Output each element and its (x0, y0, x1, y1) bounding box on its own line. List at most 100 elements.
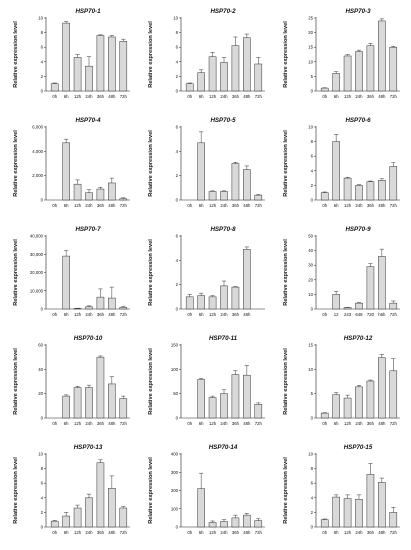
x-tick-label: 36h (232, 203, 240, 208)
y-axis-label: Relative expression level (13, 21, 19, 88)
bar (332, 496, 340, 528)
bar (231, 517, 240, 528)
x-tick-label: 24h (220, 94, 228, 99)
y-tick-label: 4 (311, 495, 314, 500)
x-tick-label: 0h (52, 203, 57, 208)
bar (108, 383, 116, 419)
x-tick-label: 0h (187, 312, 192, 317)
x-tick-label: 12h (344, 94, 352, 99)
y-tick-label: 6 (41, 45, 44, 50)
y-tick-label: 300 (171, 470, 179, 475)
panel-title: HSP70-4 (75, 117, 101, 124)
x-tick-label: 0h (322, 421, 327, 426)
x-tick-label: 12h (209, 312, 217, 317)
y-tick-label: 0 (41, 198, 44, 203)
y-tick-label: 2 (41, 510, 44, 515)
x-tick-label: 72h (390, 203, 398, 208)
bar (73, 308, 82, 310)
y-tick-label: 0 (41, 89, 44, 94)
x-tick-label: 72h (390, 421, 398, 426)
x-tick-label: 0h (322, 203, 327, 208)
bar (231, 286, 240, 310)
x-tick-label: 48h (108, 421, 116, 426)
x-tick-label: 24h (355, 421, 363, 426)
x-tick-label: 12 (334, 312, 339, 317)
y-tick-label: 5 (311, 74, 314, 79)
x-tick-label: 0h (52, 421, 57, 426)
bar (73, 183, 82, 201)
x-tick-label: h6h (378, 312, 386, 317)
y-tick-label: 50 (308, 234, 313, 239)
x-tick-label: 12h (74, 94, 82, 99)
x-tick-label: 36h (97, 421, 105, 426)
x-tick-label: 72h (120, 530, 128, 535)
bar (332, 141, 340, 201)
bar (62, 395, 70, 419)
x-tick-label: 6h (334, 421, 339, 426)
bar (119, 198, 128, 201)
x-tick-label: 0h (187, 421, 192, 426)
bar (243, 374, 251, 419)
bar (197, 142, 205, 201)
y-tick-label: 6 (311, 154, 314, 159)
bar (366, 45, 375, 92)
bar (231, 374, 240, 419)
bar (389, 46, 398, 92)
x-tick-label: 0h (52, 94, 57, 99)
y-tick-label: 20 (308, 277, 313, 282)
y-tick-label: 2 (311, 510, 314, 515)
panel-hsp70-7: HSP70-7 Relative expression level 0 10,000 2… (13, 226, 130, 317)
x-tick-label: 24h (85, 421, 93, 426)
y-tick-label: 0 (311, 416, 314, 421)
panel-title: HSP70-5 (210, 117, 236, 124)
x-tick-label: 12h (209, 421, 217, 426)
bar (85, 65, 93, 92)
bar (378, 20, 386, 92)
bar (332, 394, 340, 419)
bar (50, 83, 59, 92)
panel-hsp70-10: HSP70-10 Relative expression level 0 20 40 60… (13, 335, 130, 426)
bar (320, 519, 329, 528)
x-tick-label: 48h (108, 530, 116, 535)
x-tick-label: 24h (220, 421, 228, 426)
bar (197, 488, 205, 528)
y-tick-label: 0 (176, 525, 179, 530)
panel-hsp70-2: HSP70-2 Relative expression level 0 2 4 6 8 10 0… (148, 8, 265, 99)
bar (96, 462, 105, 528)
bar (389, 370, 398, 419)
bar (73, 507, 82, 528)
x-tick-label: 6h (64, 530, 69, 535)
bar (366, 380, 375, 419)
x-tick-label: 36h (232, 421, 240, 426)
x-tick-label: 12h (209, 94, 217, 99)
x-tick-label: 72h (390, 312, 398, 317)
bar (332, 73, 340, 92)
bar (343, 307, 352, 310)
y-tick-label: 0 (176, 307, 179, 312)
panel-title: HSP70-2 (210, 8, 236, 15)
x-tick-label: 24h (220, 312, 228, 317)
bar (108, 488, 116, 528)
bar (85, 387, 93, 419)
y-tick-label: 6 (311, 481, 314, 486)
bar (378, 180, 386, 201)
y-tick-label: 2 (41, 74, 44, 79)
y-tick-label: 0 (311, 525, 314, 530)
y-tick-label: 6 (41, 481, 44, 486)
y-tick-label: 15 (308, 45, 313, 50)
y-tick-label: 10 (308, 59, 313, 64)
bar (254, 520, 263, 528)
y-axis-label: Relative expression level (283, 457, 289, 524)
y-tick-label: 10 (173, 16, 178, 21)
bar (197, 379, 205, 419)
x-tick-label: 48h (243, 312, 251, 317)
y-tick-label: 2,000 (32, 173, 43, 178)
bar (332, 294, 340, 310)
panel-hsp70-9: HSP70-9 Relative expression level 0 10 20 30 4… (283, 226, 400, 317)
x-tick-label: 72h (390, 94, 398, 99)
y-tick-label: 15 (308, 343, 313, 348)
x-tick-label: 24h (85, 94, 93, 99)
y-tick-label: 50 (173, 391, 178, 396)
x-tick-label: 24h (355, 530, 363, 535)
bar (355, 302, 363, 310)
